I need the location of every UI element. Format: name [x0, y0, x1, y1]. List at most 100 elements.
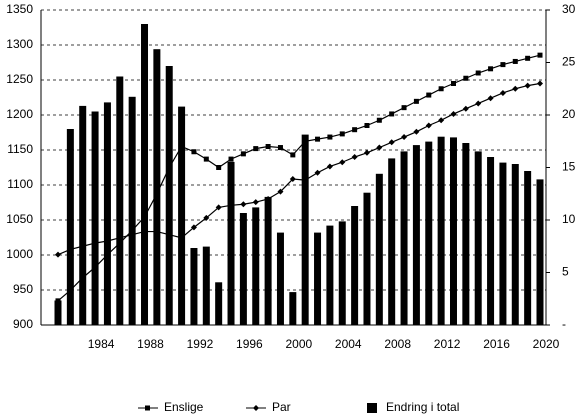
marker [179, 144, 185, 149]
marker [302, 138, 308, 144]
bar [449, 137, 457, 325]
marker [142, 214, 148, 220]
x-tick-label: 1996 [236, 337, 263, 351]
bar [375, 173, 383, 325]
bar [437, 136, 445, 325]
bar [412, 145, 420, 325]
marker [67, 246, 74, 253]
x-tick-label: 2012 [434, 337, 461, 351]
marker [512, 58, 518, 64]
y-tick-label: 1150 [7, 142, 33, 156]
bar [314, 232, 322, 325]
marker [463, 75, 469, 81]
marker [203, 214, 210, 221]
marker [191, 149, 197, 155]
y-tick-label: 1350 [6, 2, 33, 16]
y2-tick-label: - [562, 317, 566, 331]
marker [117, 240, 123, 246]
bar [289, 292, 297, 325]
marker [79, 243, 86, 250]
marker [92, 240, 99, 247]
x-tick-label: 1992 [187, 337, 214, 351]
bar [91, 111, 99, 325]
bar [499, 162, 507, 325]
marker [116, 234, 123, 241]
x-tick-label: 2000 [285, 337, 312, 351]
marker [450, 110, 457, 117]
bar [301, 134, 309, 325]
marker [166, 231, 173, 238]
marker [240, 151, 246, 157]
marker [499, 89, 506, 96]
marker [154, 191, 160, 197]
y-tick-label: 900 [13, 317, 33, 331]
y2-tick-label: 5 [562, 265, 569, 279]
bar [178, 106, 186, 325]
marker [525, 55, 531, 61]
bar [202, 246, 210, 325]
bar [536, 179, 544, 325]
marker [326, 163, 333, 170]
legend-marker [253, 405, 259, 411]
marker [104, 252, 110, 258]
y-tick-label: 1300 [6, 37, 33, 51]
x-tick-label: 1984 [88, 337, 115, 351]
y2-tick-label: 30 [562, 2, 576, 16]
bar [338, 221, 346, 325]
legend-label: Enslige [164, 400, 204, 414]
marker [327, 134, 333, 140]
y2-tick-label: 25 [562, 55, 576, 69]
marker [228, 202, 235, 209]
bar [165, 66, 173, 325]
marker [487, 95, 494, 102]
marker [240, 201, 247, 208]
marker [166, 165, 172, 170]
marker [438, 86, 444, 92]
marker [153, 228, 160, 235]
marker [289, 176, 296, 183]
bar [79, 105, 87, 326]
marker [203, 156, 209, 162]
marker [363, 149, 370, 156]
bar [116, 76, 124, 325]
marker [339, 131, 345, 137]
bar [524, 171, 532, 325]
y-tick-label: 1050 [6, 212, 33, 226]
marker [277, 145, 283, 151]
line [57, 82, 541, 256]
marker [252, 199, 259, 206]
marker [388, 139, 395, 146]
y2-tick-label: 20 [562, 107, 576, 121]
y-tick-label: 950 [13, 282, 33, 296]
marker [537, 80, 543, 87]
legend-marker [145, 405, 150, 411]
bar [400, 151, 408, 325]
marker [141, 228, 148, 235]
y2-tick-label: 10 [562, 212, 576, 226]
marker [178, 234, 185, 241]
marker [55, 251, 61, 258]
bar [487, 157, 495, 325]
marker [216, 165, 222, 170]
bar [326, 225, 334, 325]
bar [363, 192, 371, 325]
marker [92, 264, 98, 270]
y-tick-label: 1100 [7, 177, 33, 191]
marker [67, 287, 73, 293]
bar [511, 164, 519, 325]
marker [339, 159, 346, 166]
marker [425, 122, 432, 129]
bar [252, 207, 260, 325]
marker [475, 70, 481, 76]
marker [488, 66, 494, 72]
bar [215, 282, 223, 325]
y-tick-label: 1250 [6, 72, 33, 86]
y-tick-label: 1000 [6, 247, 33, 261]
marker [413, 98, 419, 104]
legend-label: Par [272, 400, 291, 414]
marker [524, 82, 531, 89]
marker [104, 238, 111, 244]
marker [475, 100, 482, 107]
bar [103, 102, 111, 326]
